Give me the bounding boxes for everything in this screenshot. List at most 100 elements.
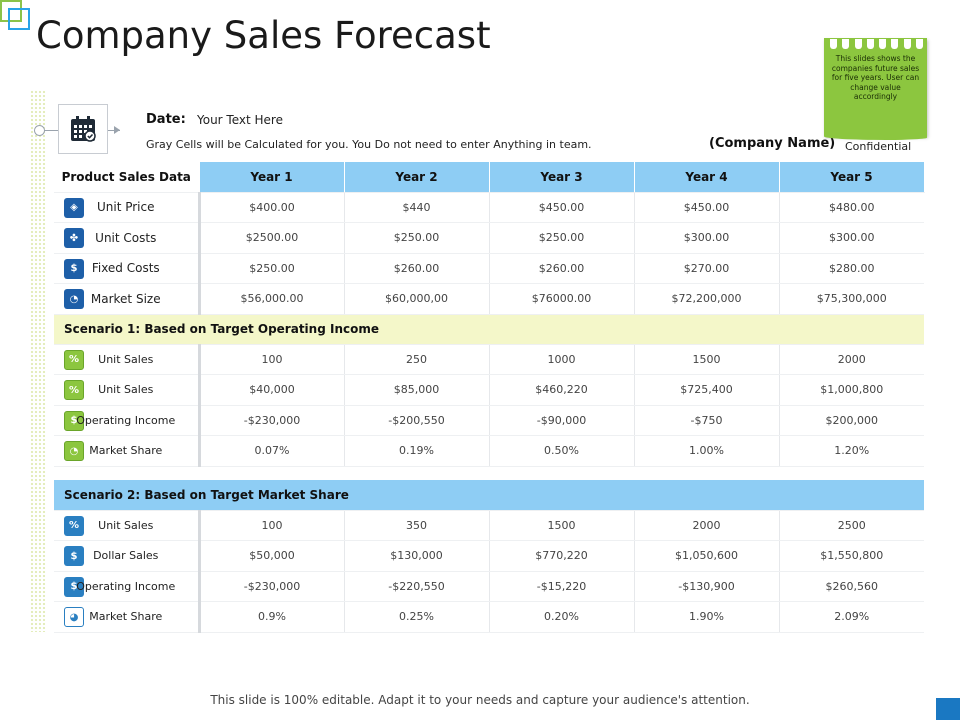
corner-block (936, 698, 960, 720)
table-cell[interactable]: $1,050,600 (634, 540, 780, 572)
row-label: Unit Sales (98, 383, 154, 397)
table-cell[interactable]: $250.00 (199, 253, 345, 284)
row-label-cell: $ Fixed Costs (54, 253, 201, 284)
row-label: Operating Income (76, 579, 176, 593)
table-cell[interactable]: 0.50% (489, 435, 635, 467)
row-label: Operating Income (76, 413, 176, 427)
scenario-2-title: Scenario 2: Based on Target Market Share (54, 480, 925, 511)
table-cell[interactable]: $770,220 (489, 540, 635, 572)
table-cell[interactable]: $260.00 (344, 253, 490, 284)
table-cell[interactable]: -$750 (634, 405, 780, 436)
table-cell[interactable]: 0.9% (199, 601, 345, 633)
table-cell[interactable]: $400.00 (199, 192, 345, 223)
table-cell[interactable]: $72,200,000 (634, 283, 780, 315)
table-cell[interactable]: $1,550,800 (779, 540, 925, 572)
dotted-decoration (30, 90, 46, 632)
connector-dot (34, 125, 45, 136)
table-row: % Unit Sales 100 250 1000 1500 2000 (54, 344, 924, 375)
table-cell[interactable]: 0.19% (344, 435, 490, 467)
table-cell[interactable]: 2500 (779, 510, 925, 541)
table-cell[interactable]: $280.00 (779, 253, 924, 284)
row-label: Unit Sales (98, 518, 154, 532)
table-row: ◔ Market Size $56,000.00 $60,000,00 $760… (54, 283, 924, 315)
table-cell[interactable]: $260,560 (779, 571, 925, 602)
table-cell[interactable]: $450.00 (634, 192, 780, 223)
header-year-1: Year 1 (199, 162, 345, 193)
table-cell[interactable]: 1500 (634, 344, 780, 375)
table-cell[interactable]: $440 (344, 192, 490, 223)
money-bag-icon: $ (64, 410, 84, 431)
sticky-note: This slides shows the companies future s… (824, 38, 927, 140)
table-row: $ Operating Income -$230,000 -$200,550 -… (54, 405, 924, 436)
table-cell[interactable]: 1500 (489, 510, 635, 541)
row-label-cell: ◔ Market Share (54, 435, 201, 467)
table-cell[interactable]: $50,000 (199, 540, 345, 572)
table-cell[interactable]: $300.00 (779, 222, 924, 254)
table-row: $ Operating Income -$230,000 -$220,550 -… (54, 571, 925, 602)
table-cell[interactable]: 2.09% (779, 601, 925, 633)
tag-icon: ◈ (64, 197, 84, 218)
table-cell[interactable]: $260.00 (489, 253, 635, 284)
table-cell[interactable]: $250.00 (489, 222, 635, 254)
row-label-cell: ◈ Unit Price (54, 192, 201, 223)
table-cell[interactable]: $60,000,00 (344, 283, 490, 315)
table-cell[interactable]: -$130,900 (634, 571, 780, 602)
table-cell[interactable]: 1.90% (634, 601, 780, 633)
table-cell[interactable]: $725,400 (634, 374, 780, 406)
table-cell[interactable]: $130,000 (344, 540, 490, 572)
table-cell[interactable]: -$230,000 (199, 405, 345, 436)
row-label: Market Share (89, 610, 163, 624)
table-cell[interactable]: -$200,550 (344, 405, 490, 436)
table-cell[interactable]: 100 (199, 510, 345, 541)
table-cell[interactable]: -$230,000 (199, 571, 345, 602)
table-cell[interactable]: 0.25% (344, 601, 490, 633)
date-value[interactable]: Your Text Here (197, 113, 283, 127)
table-cell[interactable]: 1000 (489, 344, 635, 375)
table-cell[interactable]: $270.00 (634, 253, 780, 284)
table-cell[interactable]: $2500.00 (199, 222, 345, 254)
corner-decoration-green (0, 0, 22, 22)
scenario-2-table: Scenario 2: Based on Target Market Share… (54, 480, 925, 633)
scenario-1-header-row: Scenario 1: Based on Target Operating In… (54, 314, 924, 345)
table-cell[interactable]: 100 (199, 344, 345, 375)
table-cell[interactable]: 2000 (779, 344, 924, 375)
table-cell[interactable]: 1.20% (779, 435, 924, 467)
table-cell[interactable]: $200,000 (779, 405, 924, 436)
table-cell[interactable]: 0.20% (489, 601, 635, 633)
row-label: Unit Costs (95, 230, 157, 245)
confidential-label: Confidential (845, 140, 912, 153)
table-cell[interactable]: $75,300,000 (779, 283, 924, 315)
table-cell[interactable]: 350 (344, 510, 490, 541)
row-label-cell: % Unit Sales (54, 344, 201, 375)
table-row: % Unit Sales $40,000 $85,000 $460,220 $7… (54, 374, 924, 406)
table-cell[interactable]: $1,000,800 (779, 374, 924, 406)
table-cell[interactable]: $56,000.00 (199, 283, 345, 315)
table-cell[interactable]: $85,000 (344, 374, 490, 406)
table-cell[interactable]: $40,000 (199, 374, 345, 406)
row-label: Fixed Costs (91, 261, 160, 276)
connector-arrow-icon (114, 126, 120, 134)
calendar-icon (58, 104, 108, 154)
table-cell[interactable]: 1.00% (634, 435, 780, 467)
handshake-icon: ✤ (64, 228, 84, 248)
table-cell[interactable]: -$220,550 (344, 571, 490, 602)
row-label: Dollar Sales (93, 549, 159, 563)
note-holes (830, 39, 923, 49)
table-header-row: Product Sales Data Year 1 Year 2 Year 3 … (54, 162, 925, 193)
table-cell[interactable]: $76000.00 (489, 283, 635, 315)
percent-icon: % (64, 349, 84, 370)
table-cell[interactable]: 250 (344, 344, 490, 375)
table-cell[interactable]: $480.00 (779, 192, 924, 223)
table-cell[interactable]: $450.00 (489, 192, 635, 223)
table-cell[interactable]: -$15,220 (489, 571, 635, 602)
table-cell[interactable]: 2000 (634, 510, 780, 541)
scenario-1-title: Scenario 1: Based on Target Operating In… (54, 314, 924, 345)
row-label-cell: $ Operating Income (54, 405, 201, 436)
scenario-2-header-row: Scenario 2: Based on Target Market Share (54, 480, 925, 511)
table-cell[interactable]: $250.00 (344, 222, 490, 254)
table-cell[interactable]: -$90,000 (489, 405, 635, 436)
table-row: ◔ Market Share 0.07% 0.19% 0.50% 1.00% 1… (54, 435, 924, 467)
table-cell[interactable]: $300.00 (634, 222, 780, 254)
table-cell[interactable]: 0.07% (199, 435, 345, 467)
table-cell[interactable]: $460,220 (489, 374, 635, 406)
